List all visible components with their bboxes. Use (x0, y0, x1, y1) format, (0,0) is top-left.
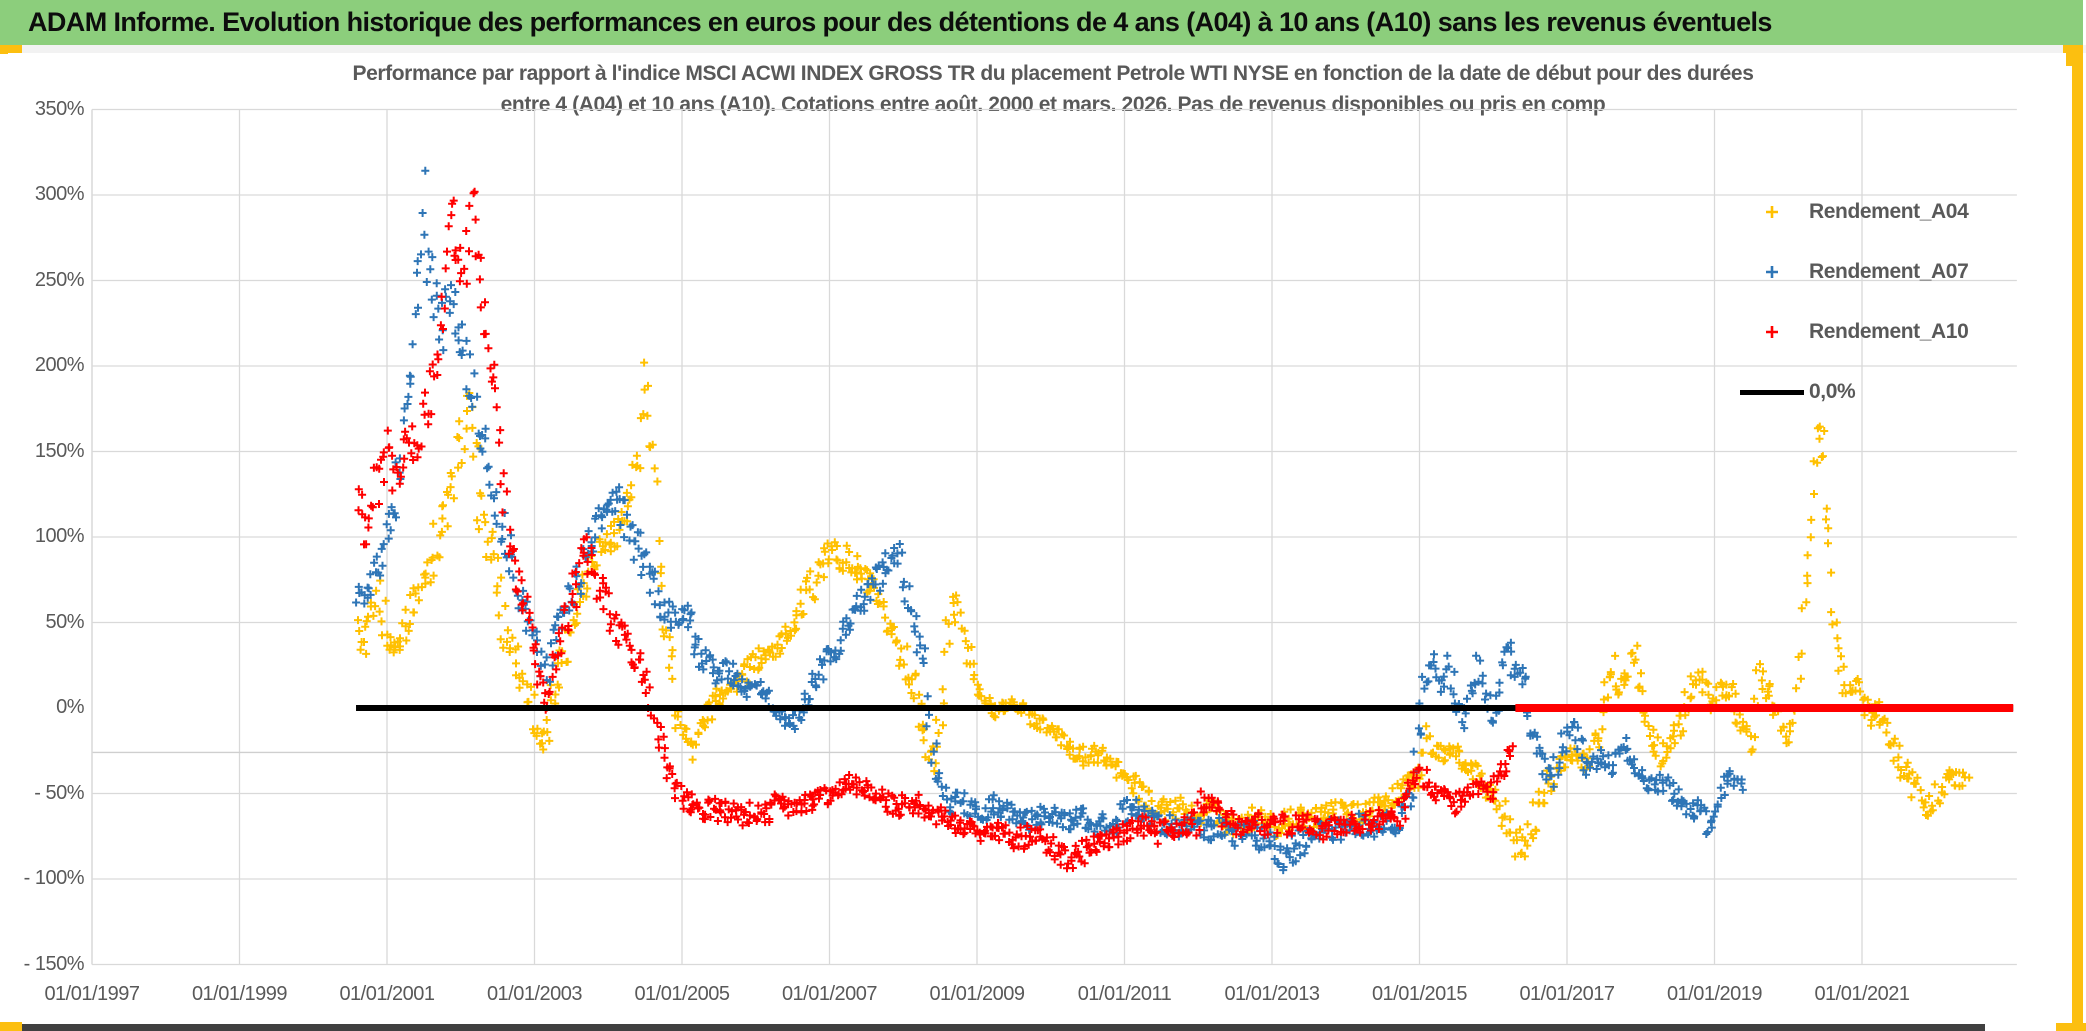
y-tick-label: 200% (34, 354, 85, 376)
plot-area (91, 108, 2017, 966)
x-tick-label: 01/01/2013 (1224, 983, 1320, 1005)
scatter-series-Rendement_A10 (354, 187, 1517, 873)
scatter-series-Rendement_A07 (352, 166, 1747, 875)
zero-line-swatch (1735, 389, 1809, 395)
header-divider (0, 45, 2086, 53)
plus-marker-icon (1735, 204, 1809, 220)
x-tick-label: 01/01/2015 (1371, 983, 1468, 1005)
legend-label: Rendement_A04 (1809, 200, 1969, 223)
y-tick-label: - 100% (23, 867, 85, 889)
y-tick-label: 100% (34, 525, 85, 547)
legend-item[interactable]: Rendement_A04 (1735, 182, 2025, 242)
y-tick-label: 50% (45, 610, 84, 633)
y-tick-label: 0% (56, 696, 84, 718)
plus-marker-icon (1735, 324, 1809, 340)
y-tick-label: 250% (34, 268, 85, 291)
y-tick-label: 300% (34, 183, 85, 205)
chart-legend: Rendement_A04 Rendement_A07 Rendement_A10 0… (1735, 182, 2025, 422)
legend-label: 0,0% (1809, 380, 1856, 403)
legend-label: Rendement_A07 (1809, 260, 1969, 283)
chart-title: Performance par rapport à l'indice MSCI … (158, 58, 1948, 120)
x-tick-label: 01/01/1997 (44, 983, 140, 1005)
y-tick-label: - 50% (34, 781, 84, 804)
gold-accent-right-strip (2072, 45, 2083, 1031)
x-tick-label: 01/01/2009 (929, 983, 1025, 1005)
page-title: ADAM Informe. Evolution historique des p… (28, 7, 1772, 37)
y-tick-label: 350% (34, 97, 85, 120)
scatter-series-Rendement_A04 (354, 358, 1974, 861)
chart-title-line1: Performance par rapport à l'indice MSCI … (352, 62, 1754, 85)
gold-accent-bottom-left (0, 1022, 22, 1031)
worksheet-title-bar: ADAM Informe. Evolution historique des p… (0, 0, 2083, 45)
plus-marker-icon (1735, 264, 1809, 280)
x-tick-label: 01/01/2011 (1077, 983, 1172, 1005)
x-tick-label: 01/01/2021 (1814, 983, 1910, 1005)
x-tick-label: 01/01/1999 (191, 983, 288, 1005)
legend-item[interactable]: Rendement_A10 (1735, 302, 2025, 362)
legend-item[interactable]: 0,0% (1735, 362, 2025, 422)
chart-title-line2: entre 4 (A04) et 10 ans (A10). Cotations… (500, 93, 1606, 116)
y-tick-label: 150% (34, 439, 85, 462)
x-tick-label: 01/01/2001 (339, 983, 435, 1005)
chart-object[interactable]: Performance par rapport à l'indice MSCI … (8, 53, 2066, 1022)
gold-accent-top-left (0, 45, 22, 54)
legend-label: Rendement_A10 (1809, 320, 1969, 343)
x-tick-label: 01/01/2003 (486, 983, 583, 1005)
legend-item[interactable]: Rendement_A07 (1735, 242, 2025, 302)
bottom-border-bar (22, 1024, 1985, 1031)
gold-accent-bottom-right (2056, 1023, 2086, 1031)
x-tick-label: 01/01/2007 (781, 983, 878, 1005)
x-tick-label: 01/01/2005 (634, 983, 730, 1005)
x-tick-label: 01/01/2019 (1666, 983, 1763, 1005)
x-tick-label: 01/01/2017 (1519, 983, 1615, 1005)
y-tick-label: - 150% (23, 952, 85, 975)
